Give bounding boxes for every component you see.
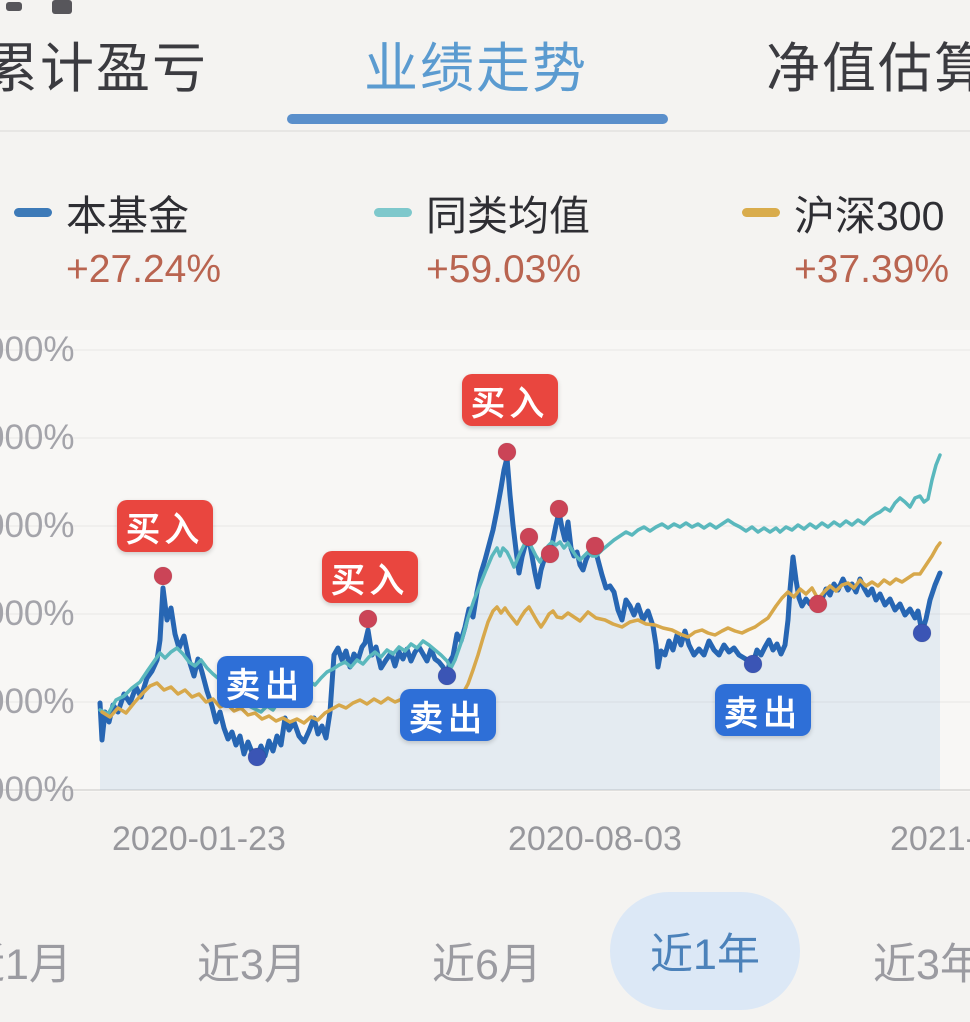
truncated-text-fragment: [6, 2, 22, 11]
sell-marker-dot: [912, 623, 932, 643]
sell-badge: 卖出: [400, 689, 496, 741]
sell-marker-dot: [247, 747, 267, 767]
tab-nav-estimate[interactable]: 净值估算: [766, 39, 970, 99]
sell-marker-dot: [743, 654, 763, 674]
tab-performance-trend[interactable]: 业绩走势: [364, 39, 588, 99]
series-line-csi300: [100, 541, 942, 725]
sell-badge: 卖出: [217, 656, 313, 708]
y-axis-tick-label: 000%: [0, 594, 75, 633]
csi300-line-swatch: [742, 207, 780, 217]
x-axis-tick-label: 2020-01-23: [112, 820, 286, 858]
buy-marker-dot: [153, 566, 173, 586]
time-range-button-近1年[interactable]: 近1年: [610, 892, 800, 1010]
tab-bar-divider: [0, 130, 970, 132]
buy-marker-dot: [585, 536, 605, 556]
x-axis-tick-label: 2021-01: [890, 820, 970, 858]
peer-average-line-swatch: [374, 207, 412, 217]
legend-label-csi300: 沪深300: [794, 193, 945, 239]
sell-marker-dot: [437, 666, 457, 686]
truncated-text-fragment: [52, 0, 72, 14]
legend-return-csi300: +37.39%: [794, 248, 950, 291]
buy-badge: 买入: [462, 374, 558, 426]
fund-line-swatch: [14, 207, 52, 217]
legend-item-csi300: 沪深300 +37.39%: [742, 190, 949, 292]
legend-label-fund: 本基金: [66, 193, 189, 239]
y-axis-tick-label: 000%: [0, 330, 75, 369]
y-axis-tick-label: 000%: [0, 770, 75, 809]
series-line-peer-average: [98, 453, 942, 716]
buy-marker-dot: [358, 609, 378, 629]
time-range-button-近6月[interactable]: 近6月: [432, 941, 542, 989]
tab-cumulative-pnl[interactable]: 累计盈亏: [0, 39, 208, 99]
legend-item-peer-average: 同类均值 +59.03%: [374, 190, 590, 292]
sell-badge: 卖出: [715, 684, 811, 736]
y-axis-tick-label: 000%: [0, 506, 75, 545]
buy-marker-dot: [519, 527, 539, 547]
buy-marker-dot: [808, 594, 828, 614]
x-axis-tick-label: 2020-08-03: [508, 820, 682, 858]
legend-return-peer-average: +59.03%: [426, 248, 582, 291]
buy-marker-dot: [549, 499, 569, 519]
buy-badge: 买入: [322, 551, 418, 603]
active-tab-underline: [287, 114, 668, 124]
legend-label-peer-average: 同类均值: [426, 193, 590, 239]
time-range-button-近3月[interactable]: 近3月: [197, 941, 307, 989]
time-range-button-近3年[interactable]: 近3年: [873, 941, 970, 989]
time-range-button-近1月[interactable]: 近1月: [0, 941, 72, 989]
legend-return-fund: +27.24%: [66, 248, 222, 291]
buy-badge: 买入: [117, 500, 213, 552]
y-axis-tick-label: 000%: [0, 418, 75, 457]
buy-marker-dot: [540, 544, 560, 564]
buy-marker-dot: [497, 442, 517, 462]
legend-item-fund: 本基金 +27.24%: [14, 190, 221, 292]
y-axis-tick-label: 000%: [0, 682, 75, 721]
